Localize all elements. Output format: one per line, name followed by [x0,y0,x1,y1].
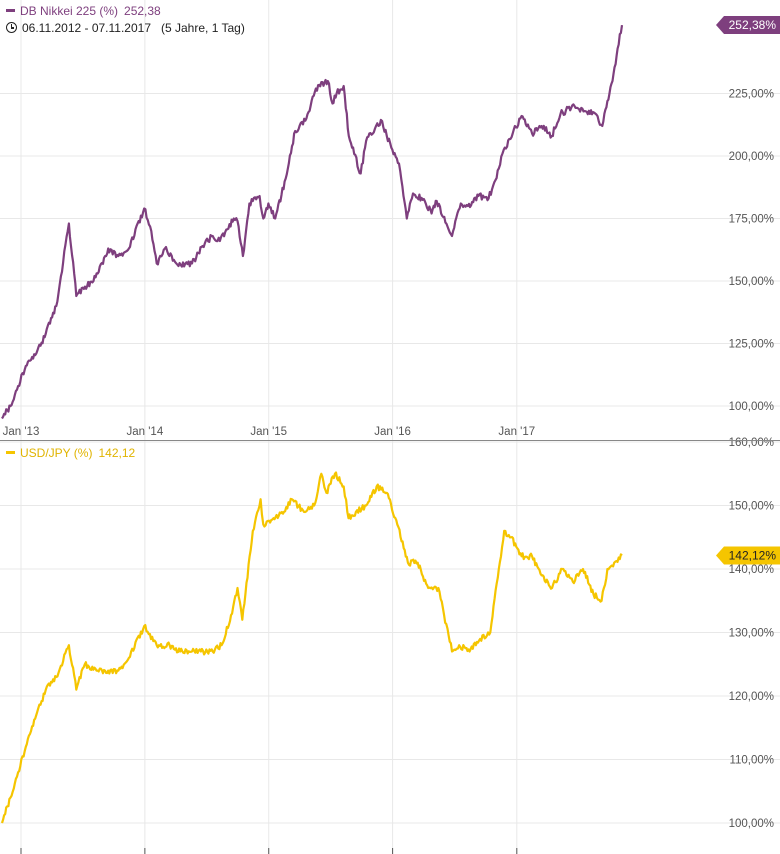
clock-icon [6,22,17,34]
y-tick-label: 175,00% [729,214,774,226]
x-tick-label: Jan '15 [250,426,287,438]
panel-usdjpy: 100,00% 110,00% 120,00% 130,00% 140,00% 150,0… [0,437,780,854]
y-tick-label: 130,00% [729,628,774,640]
last-value-badge-bg [716,546,780,565]
legend-usdjpy: USD/JPY (%) 142,12 [6,446,135,460]
series-line-nikkei [1,24,624,420]
y-tick-label: 100,00% [729,401,774,413]
y-tick-label: 140,00% [729,564,774,576]
y-tick-label: 100,00% [729,818,774,830]
period-info: 06.11.2012 - 07.11.2017 (5 Jahre, 1 Tag) [6,21,245,35]
series-swatch-nikkei [6,9,15,13]
series-line-usdjpy [0,471,623,824]
legend-nikkei-value: 252,38 [124,4,161,18]
legend-usdjpy-name: USD/JPY (%) [20,446,93,460]
x-tick-label: Jan '16 [374,426,411,438]
period-range: 06.11.2012 - 07.11.2017 [22,21,151,35]
y-tick-label: 120,00% [729,691,774,703]
last-value-badge-usdjpy: 142,12% [716,546,780,565]
legend-nikkei-name: DB Nikkei 225 (%) [20,4,119,18]
period-span: (5 Jahre, 1 Tag) [161,21,245,35]
y-tick-label: 160,00% [729,437,774,449]
y-tick-label: 150,00% [729,276,774,288]
y-tick-label: 125,00% [729,339,774,351]
last-value-badge-nikkei: 252,38% [716,16,780,35]
last-value-label: 252,38% [729,18,777,32]
y-tick-label: 110,00% [729,755,774,767]
panel-nikkei: 100,00% 125,00% 150,00% 175,00% 200,00% 225,0… [0,0,780,440]
x-tick-label: Jan '17 [498,426,535,438]
series-swatch-usdjpy [6,451,15,455]
legend-usdjpy-value: 142,12 [98,446,136,460]
y-tick-label: 150,00% [729,501,774,513]
last-value-label: 142,12% [729,549,777,563]
y-tick-label: 225,00% [729,89,774,101]
y-tick-label: 200,00% [729,151,774,163]
last-value-badge-bg [716,16,780,35]
x-tick-label: Jan '13 [3,426,40,438]
x-tick-label: Jan '14 [127,426,164,438]
legend-nikkei: DB Nikkei 225 (%) 252,38 [6,4,161,18]
